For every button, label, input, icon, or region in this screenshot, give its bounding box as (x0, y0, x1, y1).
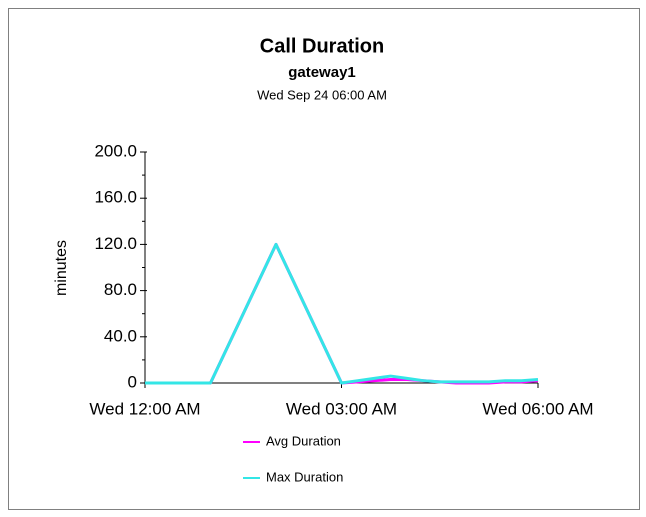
chart-subtitle: gateway1 (288, 64, 356, 81)
legend-label: Max Duration (266, 469, 343, 484)
y-tick-label: 200.0 (94, 141, 137, 160)
y-axis-label: minutes (53, 240, 70, 296)
y-tick-label: 0 (128, 372, 137, 391)
x-tick-label: Wed 03:00 AM (286, 399, 397, 418)
legend-label: Avg Duration (266, 433, 341, 448)
y-tick-label: 120.0 (94, 234, 137, 253)
y-tick-label: 160.0 (94, 188, 137, 207)
x-tick-label: Wed 12:00 AM (89, 399, 200, 418)
chart-title: Call Duration (260, 35, 384, 57)
y-tick-label: 40.0 (104, 326, 137, 345)
data-line (145, 242, 539, 385)
chart-date: Wed Sep 24 06:00 AM (257, 87, 387, 102)
y-tick-label: 80.0 (104, 280, 137, 299)
chart-panel (8, 8, 640, 510)
x-tick-label: Wed 06:00 AM (482, 399, 593, 418)
